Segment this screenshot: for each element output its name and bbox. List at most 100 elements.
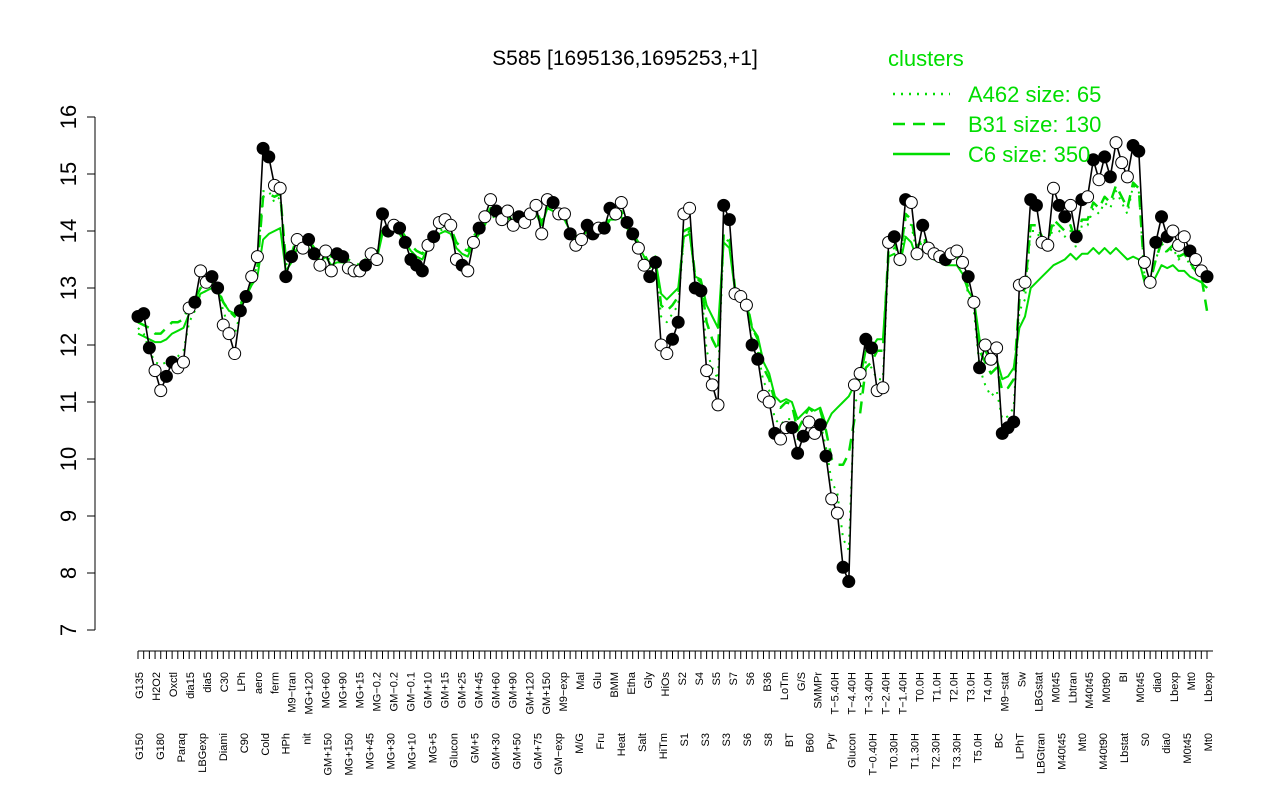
x-category-label: T−5.40H (830, 672, 842, 715)
x-category-label: MG+5 (427, 733, 439, 763)
data-point (620, 215, 634, 229)
data-point (427, 230, 441, 244)
y-tick-label: 8 (56, 567, 81, 579)
data-point (444, 218, 458, 232)
x-category-label: T2.0H (948, 672, 960, 702)
data-point (643, 270, 657, 284)
x-category-label: S0 (1140, 733, 1152, 746)
data-line (137, 142, 1208, 582)
data-point (1029, 198, 1043, 212)
x-category-label: dia5 (202, 672, 214, 693)
x-category-label: Oxctl (168, 672, 180, 697)
data-point (614, 196, 628, 209)
data-point (1058, 210, 1072, 224)
data-point (211, 281, 225, 295)
data-point (1064, 198, 1078, 212)
x-category-label: GM+25 (456, 672, 468, 708)
x-category-label: Sw (1016, 672, 1028, 687)
x-category-label: Heat (616, 733, 628, 756)
data-point (796, 429, 810, 443)
data-point (762, 395, 776, 409)
x-category-label: LPhT (1014, 733, 1026, 760)
x-category-label: T1.0H (932, 672, 944, 702)
legend: clusters A462 size: 65 B31 size: 130 C6 si… (888, 46, 1101, 167)
x-category-label: T0.0H (915, 672, 927, 702)
data-point (1081, 190, 1095, 204)
x-category-label: M0t45 (1050, 672, 1062, 703)
data-point (1149, 235, 1163, 249)
x-category-label: M40t90 (1098, 733, 1110, 770)
x-category-label: LBGstat (1033, 672, 1045, 712)
data-point (830, 506, 844, 520)
data-point (358, 258, 372, 272)
x-category-label: GM+90 (507, 672, 519, 708)
data-point (813, 418, 827, 432)
data-point (1132, 144, 1146, 158)
x-category-label: GM+45 (473, 672, 485, 708)
y-tick-label: 7 (56, 624, 81, 636)
data-point (239, 290, 253, 304)
data-point (205, 270, 219, 284)
data-point (472, 221, 486, 235)
x-category-label: Fru (595, 733, 607, 750)
data-point (1052, 198, 1066, 212)
data-point (722, 213, 736, 227)
data-point (1103, 170, 1117, 184)
x-category-label: Glucon (448, 733, 460, 768)
x-category-label: LoTm (779, 672, 791, 700)
data-point (285, 250, 299, 264)
x-category-label: T3.30H (951, 733, 963, 769)
data-point (648, 255, 662, 269)
data-point (250, 250, 264, 264)
x-category-label: MG+45 (365, 733, 377, 769)
data-point (609, 207, 623, 221)
data-point (711, 398, 725, 412)
x-category-label: S5 (711, 672, 723, 685)
x-category-label: T−0.40H (868, 733, 880, 776)
data-point (563, 227, 577, 241)
x-category-label: LPh (236, 672, 248, 692)
data-point (466, 235, 480, 249)
data-point (1069, 230, 1083, 244)
data-point (990, 341, 1004, 355)
x-category-label: HiOs (660, 672, 672, 697)
x-category-label: Pyr (826, 733, 838, 750)
data-point (717, 198, 731, 212)
data-point (1041, 238, 1055, 252)
data-point (847, 378, 861, 392)
data-point (1018, 275, 1032, 289)
x-category-label: dia0 (1161, 733, 1173, 754)
x-category-label: GM+10 (422, 672, 434, 708)
data-point (376, 207, 390, 221)
x-category-label: M40t45 (1056, 733, 1068, 770)
x-category-label: S6 (745, 672, 757, 685)
x-category-label: GM−0.2 (389, 672, 401, 711)
data-point (1143, 275, 1157, 289)
data-point (484, 193, 498, 207)
y-tick-label: 11 (56, 391, 81, 414)
x-category-label: T0.30H (889, 733, 901, 769)
x-category-label: M/G (574, 733, 586, 754)
x-category-label: S3 (721, 733, 733, 746)
x-category-label: Lbstat (1119, 733, 1131, 763)
legend-entry-label: C6 size: 350 (968, 142, 1090, 167)
legend-entry-label: A462 size: 65 (968, 82, 1101, 107)
data-point (626, 227, 640, 241)
data-point (791, 446, 805, 460)
data-point (575, 233, 589, 247)
x-category-label: GM+50 (511, 733, 523, 769)
data-point (188, 295, 202, 309)
x-category-label: Lbexp (1169, 672, 1181, 702)
x-category-label: LBGexp (197, 733, 209, 773)
x-category-label: Mt0 (1203, 733, 1215, 751)
data-point (785, 421, 799, 435)
data-point (137, 307, 151, 321)
x-category-label: T5.0H (972, 733, 984, 763)
data-point (393, 221, 407, 235)
x-category-label: Lbexp (1203, 672, 1215, 702)
x-category-label: BMM (609, 672, 621, 698)
data-point (842, 575, 856, 589)
x-category-label: SMMPr (813, 672, 825, 709)
x-category-label: T−1.40H (898, 672, 910, 715)
x-category-label: Lbtran (1067, 672, 1079, 703)
